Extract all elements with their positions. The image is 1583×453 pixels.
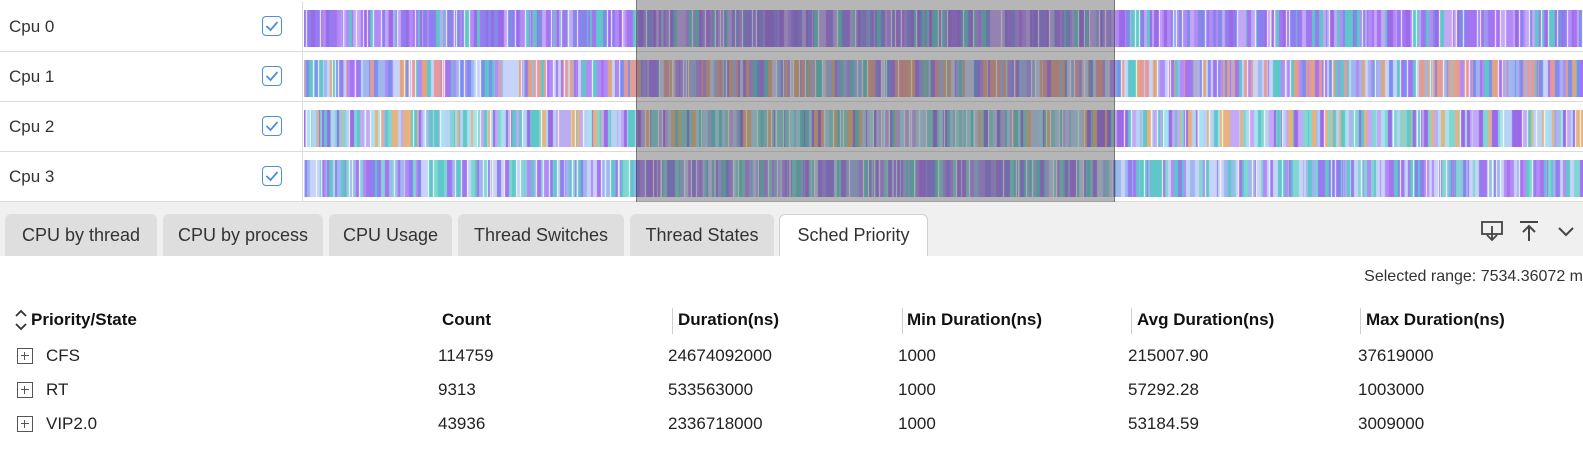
expand-icon[interactable] [17,348,33,364]
cell-min-duration: 1000 [898,414,936,433]
cpu-lane-track[interactable] [304,60,1583,97]
tab-sched-priority[interactable]: Sched Priority [779,214,928,256]
cpu-lane-track[interactable] [304,110,1583,147]
cell-count: 43936 [438,414,486,433]
cpu-lane-checkbox[interactable] [262,16,282,36]
cell-max-duration: 3009000 [1358,414,1425,433]
tab-cpu-by-process[interactable]: CPU by process [163,214,323,256]
cpu-lane-checkbox[interactable] [262,166,282,186]
cell-max-duration: 1003000 [1358,380,1425,399]
cell-max-duration: 37619000 [1358,346,1434,365]
chevron-down-icon[interactable] [1556,218,1583,244]
cell-avg-duration: 57292.28 [1128,380,1199,399]
column-header-avg-duration[interactable]: Avg Duration(ns) [1137,310,1275,329]
cell-min-duration: 1000 [898,346,936,365]
expand-icon[interactable] [17,416,33,432]
cpu-lane-checkbox[interactable] [262,66,282,86]
cpu-lane-track[interactable] [304,160,1583,197]
tab-cpu-by-thread[interactable]: CPU by thread [5,214,157,256]
lane-divider [302,102,303,152]
cpu-lane-3: Cpu 3 [0,152,1583,202]
lane-divider [302,52,303,102]
cpu-lane-label: Cpu 0 [9,17,55,36]
cell-duration: 533563000 [668,380,754,399]
download-icon[interactable] [1479,218,1505,244]
lane-divider [302,152,303,202]
column-header-max-duration[interactable]: Max Duration(ns) [1366,310,1505,329]
column-header-min-duration[interactable]: Min Duration(ns) [907,310,1043,329]
column-header-priority-state[interactable]: Priority/State [31,310,137,329]
checkmark-icon [265,21,279,32]
checkmark-icon [265,121,279,132]
cell-min-duration: 1000 [898,380,936,399]
cell-avg-duration: 215007.90 [1128,346,1209,365]
lane-divider [302,2,303,52]
sort-icon[interactable] [14,307,28,333]
column-separator[interactable] [672,308,673,334]
cpu-lane-label: Cpu 2 [9,117,55,136]
cpu-lane-track[interactable] [304,10,1583,47]
cell-state: RT [46,380,69,399]
cpu-lane-2: Cpu 2 [0,102,1583,152]
checkmark-icon [265,171,279,182]
column-separator[interactable] [1360,308,1361,334]
cpu-lanes: Cpu 0 Cpu 1 Cpu 2 Cpu 3 [0,0,1583,202]
cell-count: 9313 [438,380,476,399]
tab-thread-states[interactable]: Thread States [630,214,774,256]
tab-thread-switches[interactable]: Thread Switches [458,214,624,256]
cell-avg-duration: 53184.59 [1128,414,1199,433]
cell-duration: 2336718000 [668,414,763,433]
selected-range: Selected range: 7534.36072 m [1364,268,1583,285]
cell-count: 114759 [438,346,494,365]
expand-icon[interactable] [17,382,33,398]
upload-to-top-icon[interactable] [1516,218,1542,244]
cpu-lane-0: Cpu 0 [0,2,1583,52]
column-header-count[interactable]: Count [442,310,492,329]
column-header-duration[interactable]: Duration(ns) [678,310,780,329]
cell-state: VIP2.0 [46,414,98,433]
column-separator[interactable] [902,308,903,334]
tab-cpu-usage[interactable]: CPU Usage [329,214,452,256]
cpu-lane-label: Cpu 3 [9,167,55,186]
checkmark-icon [265,71,279,82]
column-separator[interactable] [1131,308,1132,334]
cpu-lane-label: Cpu 1 [9,67,55,86]
cpu-lane-checkbox[interactable] [262,116,282,136]
cpu-lane-1: Cpu 1 [0,52,1583,102]
cell-duration: 24674092000 [668,346,773,365]
cell-state: CFS [46,346,80,365]
tab-bar: CPU by thread CPU by process CPU Usage T… [0,202,1583,256]
